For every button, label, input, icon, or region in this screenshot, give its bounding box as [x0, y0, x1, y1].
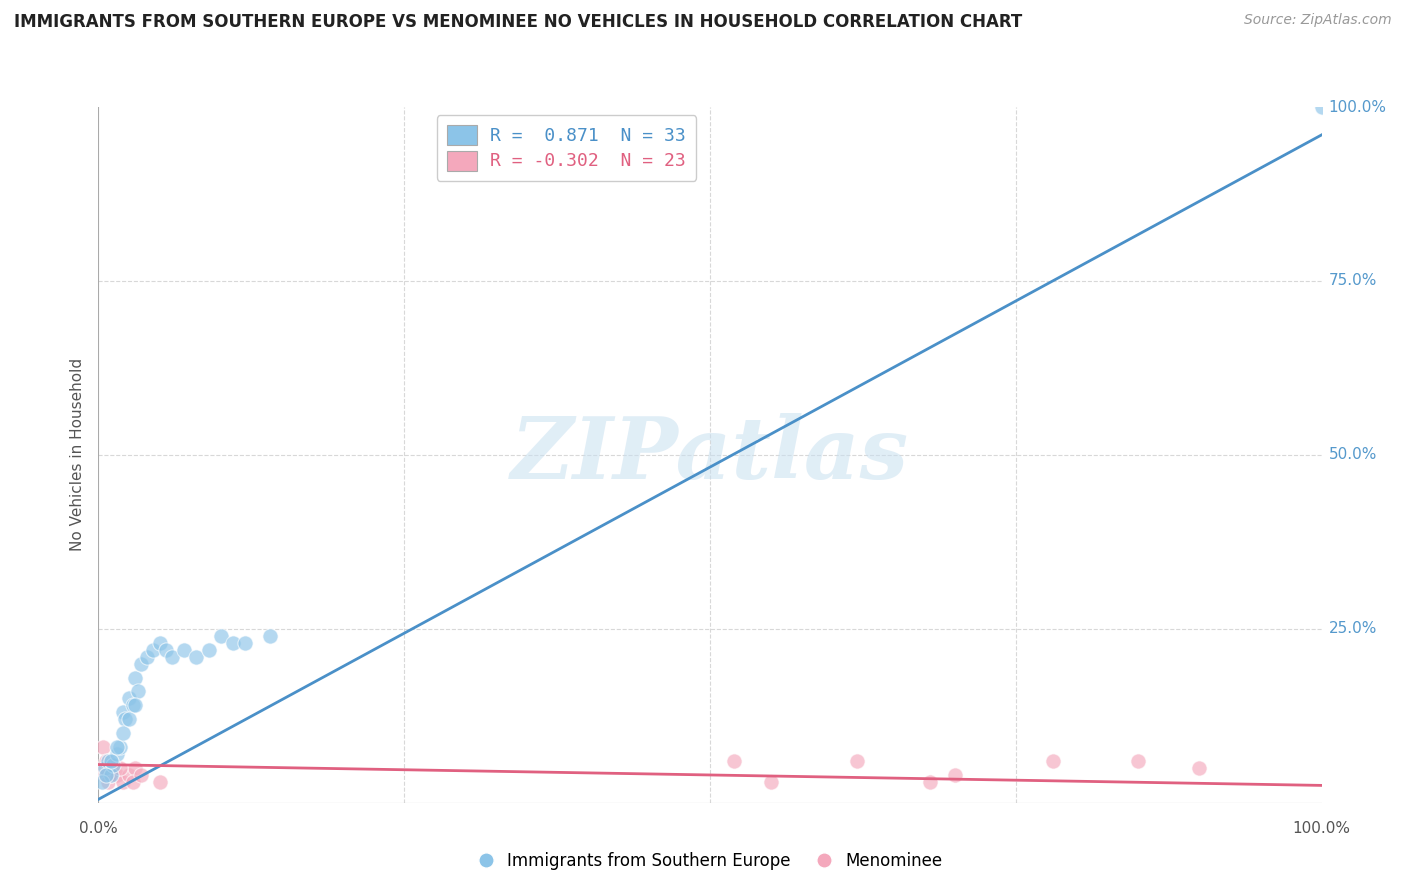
- Text: 50.0%: 50.0%: [1329, 448, 1376, 462]
- Point: [93, 768, 115, 782]
- Point: [105, 740, 128, 755]
- Point: [209, 629, 232, 643]
- Text: 100.0%: 100.0%: [1292, 821, 1351, 836]
- Point: [105, 747, 128, 761]
- Point: [110, 761, 132, 775]
- Point: [943, 768, 966, 782]
- Point: [118, 691, 141, 706]
- Y-axis label: No Vehicles in Household: No Vehicles in Household: [70, 359, 86, 551]
- Point: [149, 636, 172, 650]
- Point: [136, 649, 159, 664]
- Point: [259, 629, 281, 643]
- Point: [142, 642, 165, 657]
- Point: [149, 775, 172, 789]
- Point: [111, 775, 134, 789]
- Point: [1310, 100, 1333, 114]
- Point: [761, 775, 783, 789]
- Point: [91, 740, 114, 755]
- Point: [1128, 754, 1150, 768]
- Point: [173, 642, 195, 657]
- Point: [129, 657, 152, 671]
- Point: [222, 636, 245, 650]
- Point: [94, 768, 117, 782]
- Point: [723, 754, 745, 768]
- Point: [97, 775, 120, 789]
- Point: [1042, 754, 1064, 768]
- Point: [233, 636, 256, 650]
- Point: [91, 761, 114, 775]
- Point: [101, 757, 124, 772]
- Point: [100, 768, 122, 782]
- Point: [94, 754, 117, 768]
- Point: [118, 768, 141, 782]
- Point: [100, 768, 122, 782]
- Point: [121, 775, 143, 789]
- Point: [93, 761, 115, 775]
- Point: [91, 775, 114, 789]
- Text: 25.0%: 25.0%: [1329, 622, 1376, 636]
- Point: [105, 768, 128, 782]
- Point: [155, 642, 177, 657]
- Point: [920, 775, 942, 789]
- Point: [100, 754, 122, 768]
- Point: [118, 712, 141, 726]
- Text: ZIPatlas: ZIPatlas: [510, 413, 910, 497]
- Point: [124, 761, 146, 775]
- Point: [114, 712, 136, 726]
- Point: [111, 706, 134, 720]
- Point: [124, 671, 146, 685]
- Text: 100.0%: 100.0%: [1329, 100, 1386, 114]
- Point: [160, 649, 183, 664]
- Point: [111, 726, 134, 740]
- Point: [101, 761, 124, 775]
- Point: [186, 649, 208, 664]
- Text: 0.0%: 0.0%: [79, 821, 118, 836]
- Text: IMMIGRANTS FROM SOUTHERN EUROPE VS MENOMINEE NO VEHICLES IN HOUSEHOLD CORRELATIO: IMMIGRANTS FROM SOUTHERN EUROPE VS MENOM…: [14, 13, 1022, 31]
- Point: [110, 740, 132, 755]
- Text: Source: ZipAtlas.com: Source: ZipAtlas.com: [1244, 13, 1392, 28]
- Point: [197, 642, 219, 657]
- Point: [1188, 761, 1211, 775]
- Point: [121, 698, 143, 713]
- Legend: Immigrants from Southern Europe, Menominee: Immigrants from Southern Europe, Menomin…: [468, 843, 952, 878]
- Point: [97, 754, 120, 768]
- Point: [845, 754, 868, 768]
- Point: [124, 698, 146, 713]
- Point: [127, 684, 149, 698]
- Text: 75.0%: 75.0%: [1329, 274, 1376, 288]
- Point: [129, 768, 152, 782]
